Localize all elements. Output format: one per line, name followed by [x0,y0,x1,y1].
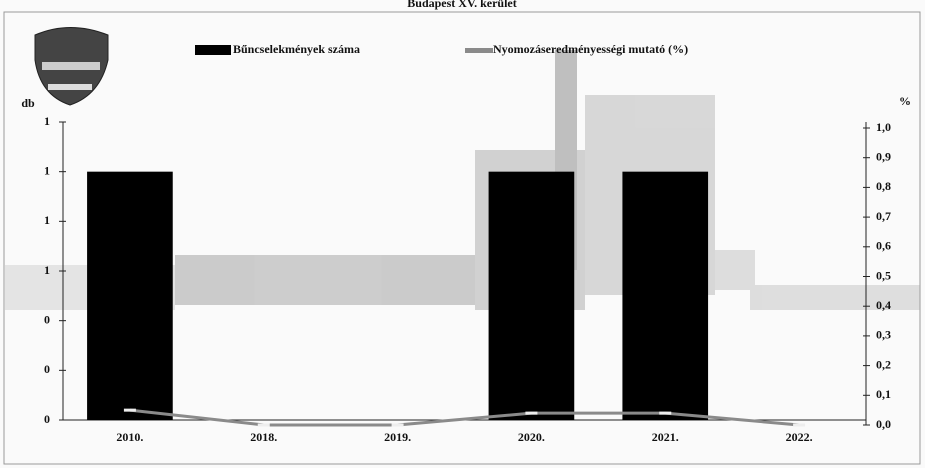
y-tick-label: 0 [44,362,50,376]
legend-swatch [465,48,493,53]
bar [622,172,708,420]
bar [489,172,575,420]
line-marker [525,412,537,415]
y2-tick-label: 1,0 [876,120,891,134]
y2-tick-label: 0,8 [876,179,891,193]
chart-title: Budapest XV. kerület [407,0,516,10]
x-tick-label: 2019. [384,430,411,444]
chart: Budapest XV. kerület db % 0 0 0 1 1 1 1 0,0 0,1 0… [0,0,925,468]
y-tick-label: 0 [44,412,50,426]
y-tick-label: 1 [44,213,50,227]
y-tick-label: 1 [44,114,50,128]
x-tick-label: 2018. [250,430,277,444]
legend-swatch [195,45,231,55]
line-marker [793,424,805,427]
x-tick-label: 2010. [116,430,143,444]
y2-tick-label: 0,4 [876,298,891,312]
y-tick-label: 1 [44,163,50,177]
bar [87,172,173,420]
y2-tick-label: 0,2 [876,357,891,371]
y2-tick-label: 0,5 [876,268,891,282]
x-tick-label: 2022. [786,430,813,444]
y-tick-label: 0 [44,312,50,326]
y-tick-label: 1 [44,263,50,277]
y-axis-label: db [21,96,35,110]
line-marker [258,424,270,427]
legend-label: Bűncselekmények száma [233,42,360,56]
y2-axis-label: % [899,94,911,108]
y2-tick-label: 0,6 [876,239,891,253]
line-marker [124,409,136,412]
y2-tick-label: 0,9 [876,149,891,163]
x-tick-label: 2020. [518,430,545,444]
y2-tick-label: 0,7 [876,209,891,223]
y2-tick-label: 0,3 [876,328,891,342]
y2-tick-label: 0,0 [876,417,891,431]
y2-tick-label: 0,1 [876,387,891,401]
line-marker [392,424,404,427]
legend-label: Nyomozáseredményességi mutató (%) [493,42,688,56]
line-marker [659,412,671,415]
x-tick-label: 2021. [652,430,679,444]
